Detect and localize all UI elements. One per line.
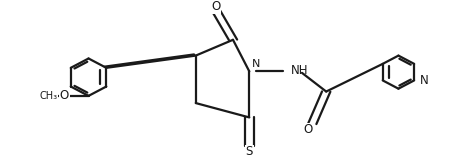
Text: CH₃: CH₃	[40, 91, 58, 101]
Text: S: S	[246, 146, 253, 158]
Text: O: O	[304, 123, 313, 136]
Text: O: O	[212, 0, 221, 13]
Text: N: N	[252, 59, 260, 69]
Text: O: O	[60, 89, 69, 102]
Text: N: N	[420, 74, 429, 87]
Text: NH: NH	[291, 64, 309, 77]
